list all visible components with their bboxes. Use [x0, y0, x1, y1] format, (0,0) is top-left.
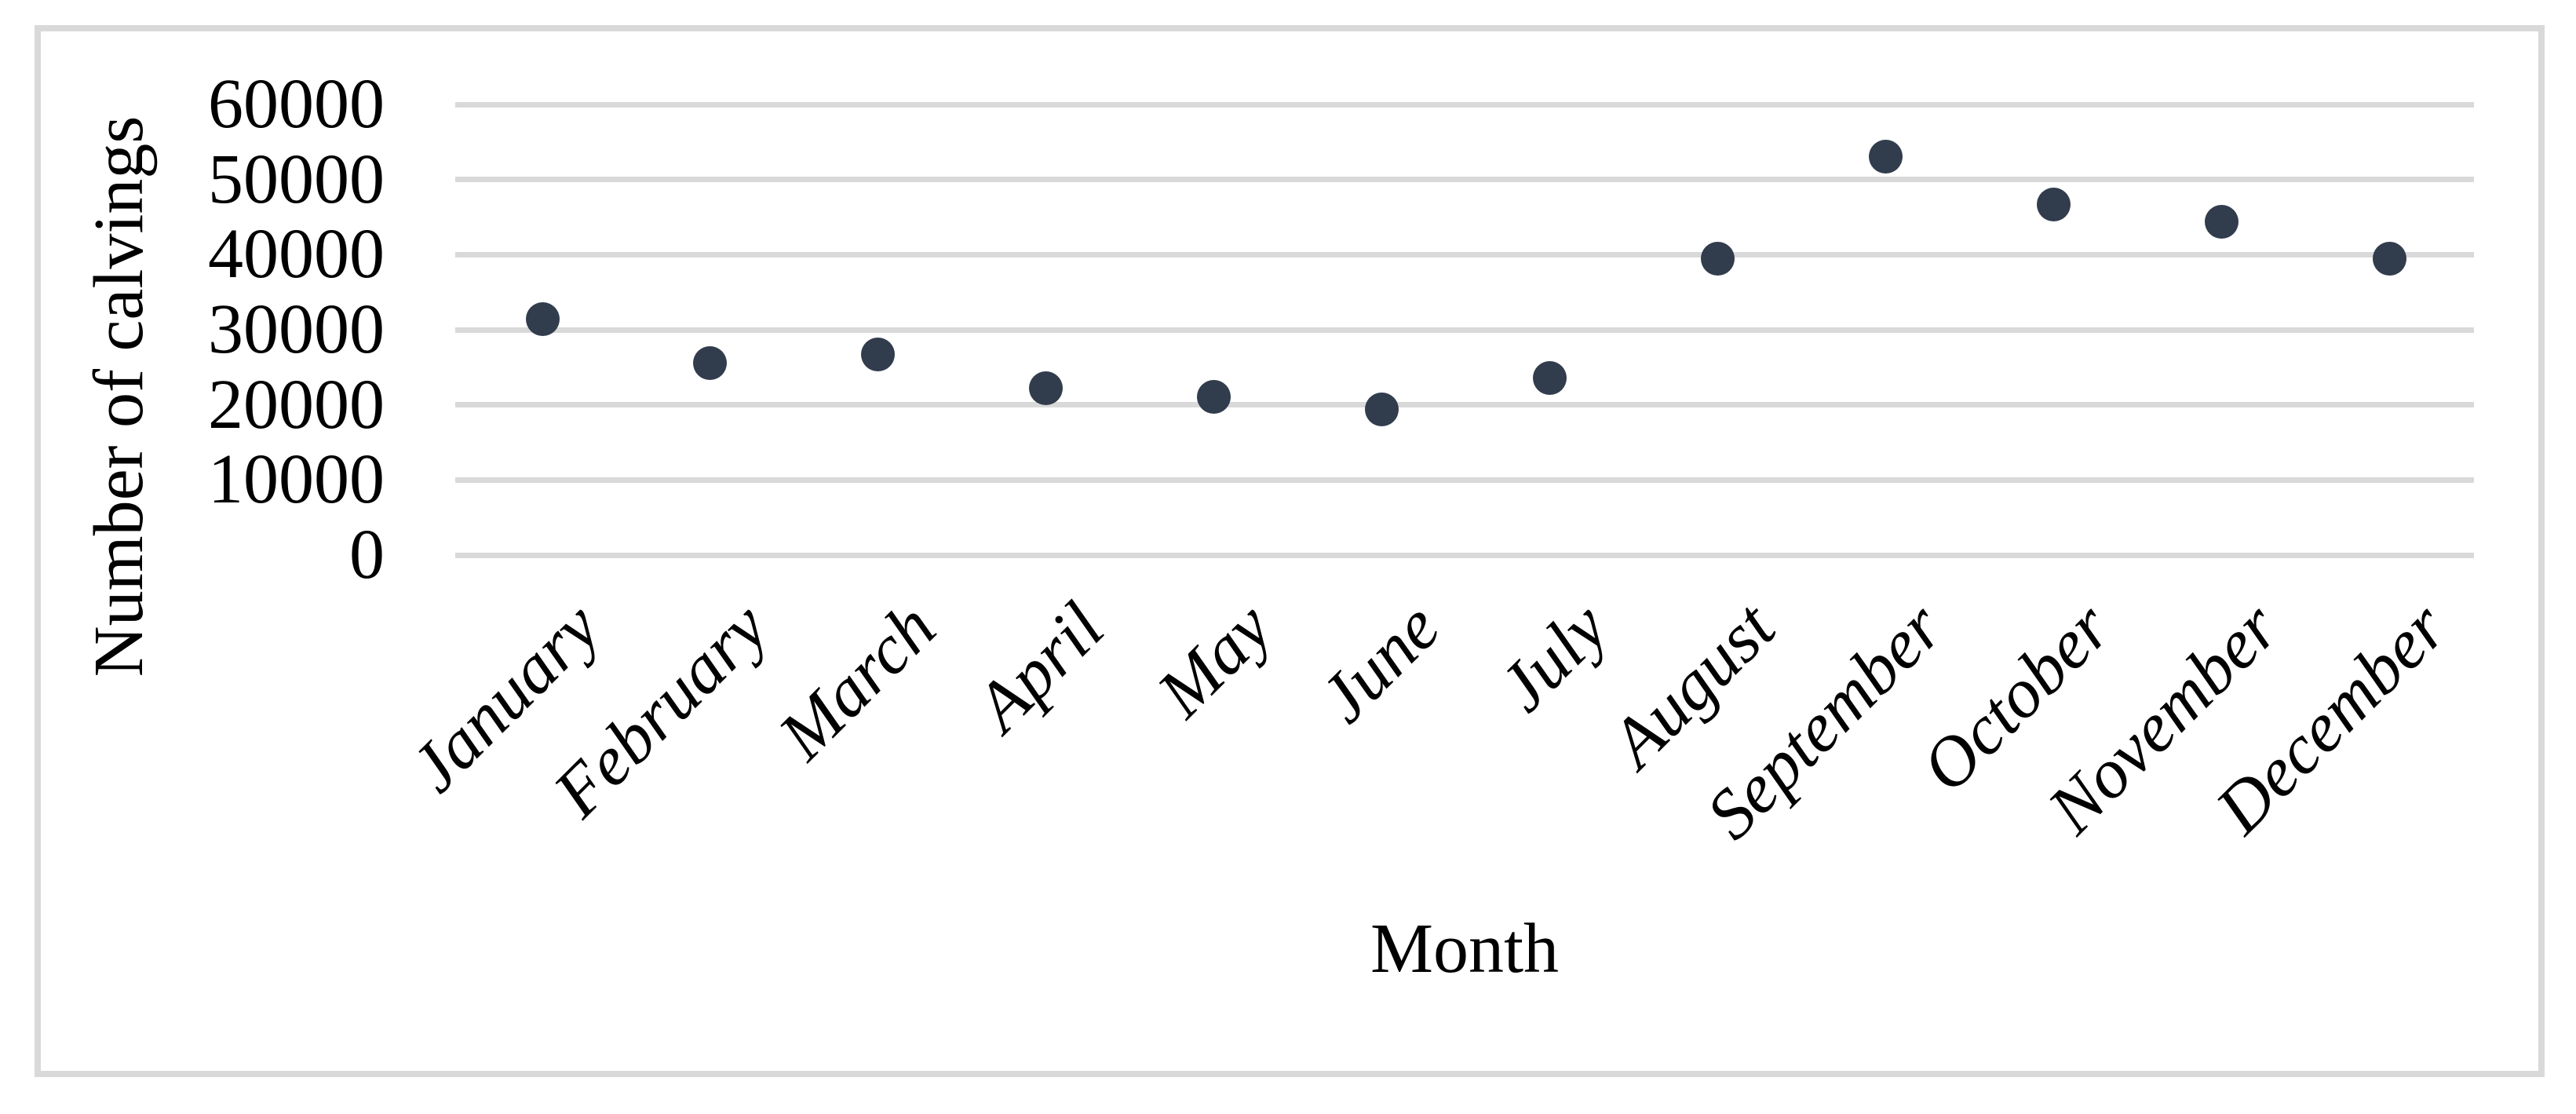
data-point — [1365, 392, 1399, 426]
chart-border — [35, 25, 2545, 1077]
gridline — [455, 552, 2474, 558]
data-point — [2036, 187, 2071, 221]
data-point — [525, 302, 560, 337]
data-point — [1532, 360, 1567, 395]
data-point — [1029, 371, 1064, 406]
y-axis-tick-label: 20000 — [208, 365, 385, 444]
data-point — [2204, 204, 2238, 239]
gridline — [455, 177, 2474, 183]
data-point — [1868, 140, 1903, 174]
x-axis-title: Month — [1370, 910, 1560, 988]
data-point — [1700, 241, 1735, 276]
data-point — [861, 338, 896, 372]
gridline — [455, 101, 2474, 108]
y-axis-tick-label: 40000 — [208, 215, 385, 294]
gridline — [455, 251, 2474, 257]
data-point — [1197, 379, 1231, 414]
y-axis-tick-label: 0 — [349, 516, 385, 594]
data-point — [2372, 241, 2406, 276]
y-axis-tick-label: 60000 — [208, 65, 385, 143]
y-axis-tick-label: 30000 — [208, 290, 385, 368]
data-point — [693, 345, 728, 380]
gridline — [455, 477, 2474, 483]
gridline — [455, 327, 2474, 333]
gridline — [455, 402, 2474, 408]
y-axis-tick-label: 10000 — [208, 440, 385, 519]
plot-area — [455, 101, 2474, 558]
y-axis-tick-label: 50000 — [208, 140, 385, 218]
